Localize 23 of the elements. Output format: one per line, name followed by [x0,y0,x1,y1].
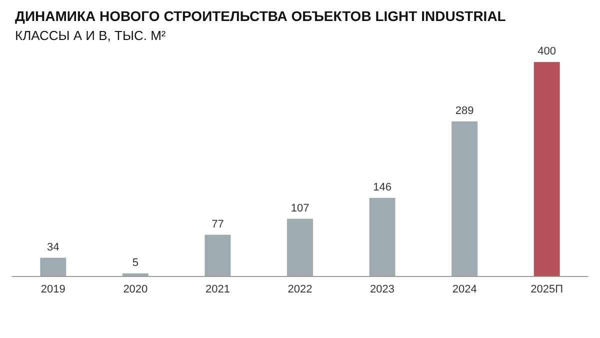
chart-subtitle: КЛАССЫ А И В, ТЫС. М² [15,28,166,43]
bar [204,234,231,276]
bar [369,198,396,276]
bar [534,62,560,276]
data-label: 34 [47,241,60,254]
chart-title: ДИНАМИКА НОВОГО СТРОИТЕЛЬСТВА ОБЪЕКТОВ LIGHT INDUSTRIAL [15,8,506,24]
data-label: 146 [373,181,392,194]
data-label: 400 [538,46,556,58]
data-label: 107 [290,202,310,214]
x-tick-label: 2019 [40,284,66,296]
bar [287,218,313,276]
x-tick-label: 2023 [370,284,395,296]
bar [452,121,478,276]
x-tick-label: 2020 [123,284,148,296]
bar [122,273,148,276]
data-label: 5 [132,256,138,269]
x-tick-label: 2022 [288,284,312,296]
x-tick-label: 2021 [205,284,230,296]
bar [40,258,66,276]
data-label: 77 [212,218,224,230]
data-label: 289 [455,104,474,117]
x-tick-label: 2025П [530,284,564,296]
x-tick-label: 2024 [452,284,477,296]
